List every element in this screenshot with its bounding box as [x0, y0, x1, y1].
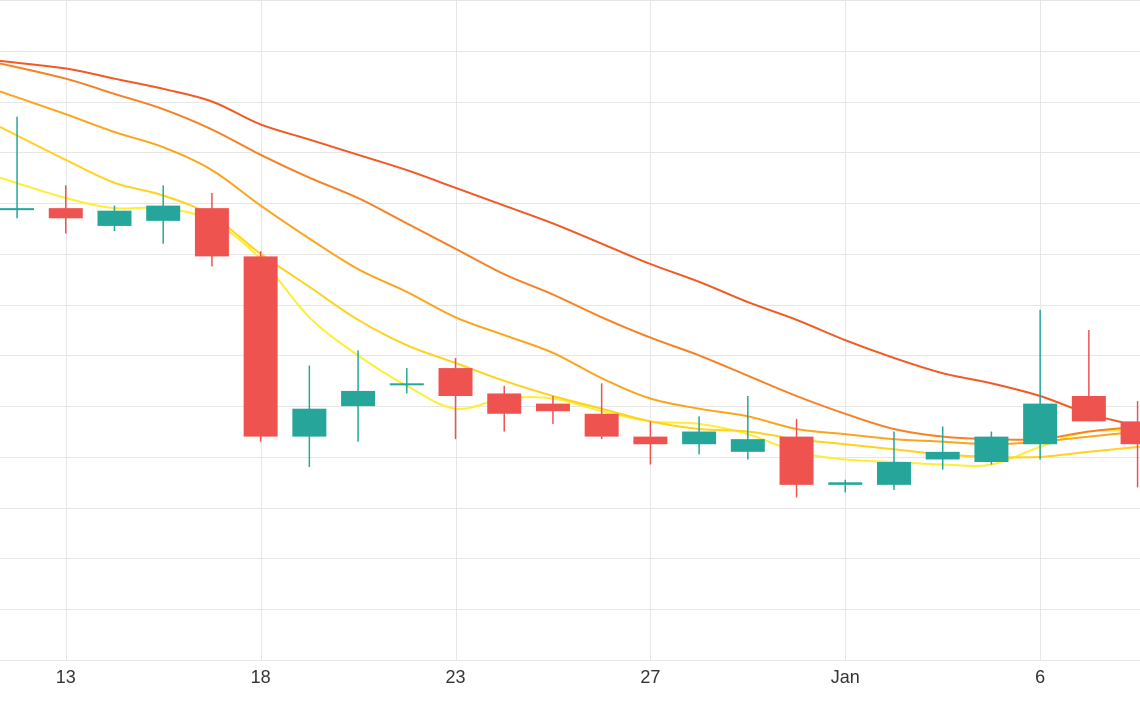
candle-body: [341, 390, 376, 407]
candle: [1071, 330, 1106, 422]
candle: [0, 116, 35, 219]
x-tick-label: 13: [56, 667, 76, 687]
candle: [876, 431, 911, 490]
candle: [633, 421, 668, 465]
candle-body: [584, 413, 619, 437]
candle-body: [1120, 421, 1140, 445]
x-tick-label: 27: [640, 667, 660, 687]
moving-average-line-4: [0, 62, 1140, 441]
x-tick-label: 23: [445, 667, 465, 687]
candle-body: [1071, 396, 1106, 422]
candle-body: [438, 368, 473, 396]
candle-body: [0, 208, 35, 211]
x-tick-label: 6: [1035, 667, 1045, 687]
candle-body: [633, 436, 668, 445]
candle: [535, 396, 570, 424]
candle: [974, 431, 1009, 465]
candle: [389, 368, 424, 394]
candle: [925, 426, 960, 470]
candle: [1120, 401, 1140, 488]
candle: [487, 385, 522, 432]
candle-body: [974, 436, 1009, 462]
moving-average-line-1: [0, 176, 1140, 467]
candles: [0, 116, 1140, 498]
candle: [341, 350, 376, 442]
candle: [97, 205, 132, 231]
candle: [730, 396, 765, 460]
moving-average-line-5: [0, 59, 1140, 428]
candle-body: [1023, 403, 1058, 445]
candle-body: [876, 462, 911, 485]
candle: [584, 383, 619, 440]
candle: [682, 416, 717, 455]
moving-average-line-3: [0, 90, 1140, 446]
candle-body: [828, 482, 863, 485]
candle-body: [779, 436, 814, 485]
candle: [292, 365, 327, 468]
candle-body: [535, 403, 570, 412]
candle-body: [146, 205, 181, 221]
candle-body: [730, 439, 765, 452]
candle: [194, 192, 229, 267]
candle-body: [97, 210, 132, 226]
candle: [146, 185, 181, 244]
candle: [779, 418, 814, 498]
candle-body: [487, 393, 522, 414]
x-tick-label: Jan: [831, 667, 860, 687]
candle: [1023, 309, 1058, 460]
candle: [48, 185, 83, 234]
x-tick-label: 18: [251, 667, 271, 687]
candle-body: [243, 256, 278, 437]
candle-body: [194, 208, 229, 257]
moving-average-lines: [0, 59, 1140, 467]
candle-body: [292, 408, 327, 437]
candle: [438, 357, 473, 440]
grid: [0, 0, 1140, 661]
candle-body: [389, 383, 424, 386]
candle-body: [925, 451, 960, 460]
moving-average-line-2: [0, 126, 1140, 459]
candle-body: [682, 431, 717, 445]
x-axis: 13 18 23 27 Jan 6: [56, 667, 1045, 687]
candle: [828, 479, 863, 493]
candle: [243, 251, 278, 442]
candle-body: [48, 208, 83, 219]
